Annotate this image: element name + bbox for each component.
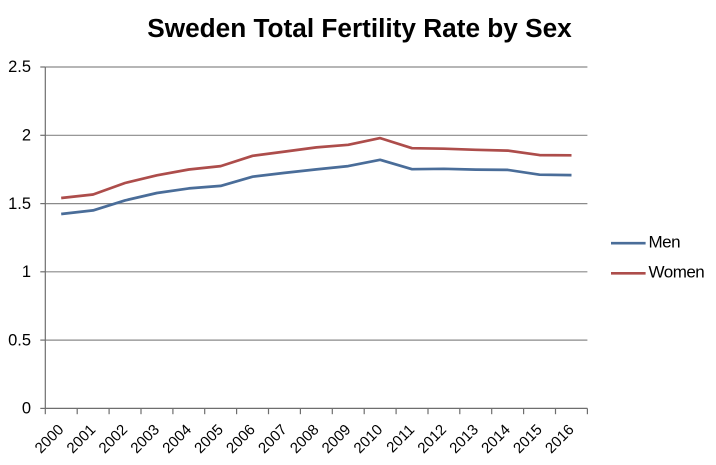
svg-text:0.5: 0.5 [8, 331, 31, 349]
svg-text:Sweden Total Fertility Rate by: Sweden Total Fertility Rate by Sex [147, 13, 572, 43]
svg-text:1.5: 1.5 [8, 195, 31, 213]
svg-text:Women: Women [649, 263, 705, 282]
svg-text:2: 2 [22, 127, 31, 145]
svg-text:2.5: 2.5 [8, 58, 31, 76]
svg-text:0: 0 [22, 400, 31, 418]
svg-text:Men: Men [649, 233, 681, 252]
svg-text:1: 1 [22, 263, 31, 281]
